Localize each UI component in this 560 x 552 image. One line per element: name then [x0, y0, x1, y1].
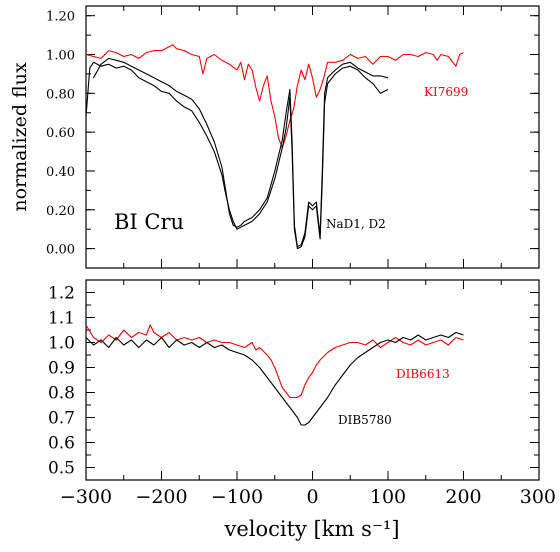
x-tick-label: −100 — [211, 486, 263, 508]
y-tick-label: 0.80 — [46, 87, 75, 102]
x-tick-label: 0 — [306, 486, 318, 508]
y-tick-label: 1.1 — [48, 309, 75, 329]
y-tick-label: 0.8 — [48, 384, 75, 404]
star-name-label: BI Cru — [114, 210, 184, 234]
series-line-dib5780 — [85, 331, 464, 426]
na-lines-label: NaD1, D2 — [326, 217, 386, 231]
series-line-nad1 — [85, 61, 389, 250]
x-tick-label: 100 — [370, 486, 406, 508]
bottom-y-tick-labels: 0.5 0.6 0.7 0.8 0.9 1.0 1.1 1.2 — [48, 284, 75, 479]
y-tick-label: 1.2 — [48, 284, 75, 304]
x-tick-label: 200 — [445, 486, 481, 508]
y-tick-label: 0.7 — [48, 409, 75, 429]
y-tick-label: 1.0 — [48, 334, 75, 354]
dib6613-label: DIB6613 — [396, 367, 450, 381]
x-tick-label: −300 — [60, 486, 112, 508]
dib5780-label: DIB5780 — [338, 413, 392, 427]
bottom-panel-series — [85, 324, 464, 426]
y-tick-label: 0.00 — [46, 243, 75, 258]
bottom-panel-frame — [85, 279, 540, 481]
y-tick-label: 0.6 — [48, 434, 75, 454]
bottom-panel-ticks — [85, 279, 540, 481]
y-tick-label: 0.5 — [48, 459, 75, 479]
y-tick-label: 1.00 — [46, 49, 75, 64]
top-panel-series — [85, 44, 464, 250]
y-tick-label: 1.20 — [46, 10, 75, 25]
y-axis-label: normalized flux — [9, 62, 31, 212]
y-tick-label: 0.20 — [46, 204, 75, 219]
ki7699-label: KI7699 — [424, 85, 468, 99]
series-line-nad2 — [93, 57, 389, 248]
top-panel-ticks — [85, 6, 540, 269]
y-tick-label: 0.9 — [48, 359, 75, 379]
y-tick-label: 0.60 — [46, 126, 75, 141]
top-y-tick-labels: 0.00 0.20 0.40 0.60 0.80 1.00 1.20 — [46, 10, 75, 258]
x-axis-label: velocity [km s⁻¹] — [223, 517, 399, 541]
x-tick-labels: −300 −200 −100 0 100 200 300 — [60, 486, 556, 508]
x-tick-label: 300 — [520, 486, 556, 508]
x-tick-label: −200 — [135, 486, 187, 508]
series-line-ki7699 — [85, 44, 464, 149]
y-tick-label: 0.40 — [46, 165, 75, 180]
